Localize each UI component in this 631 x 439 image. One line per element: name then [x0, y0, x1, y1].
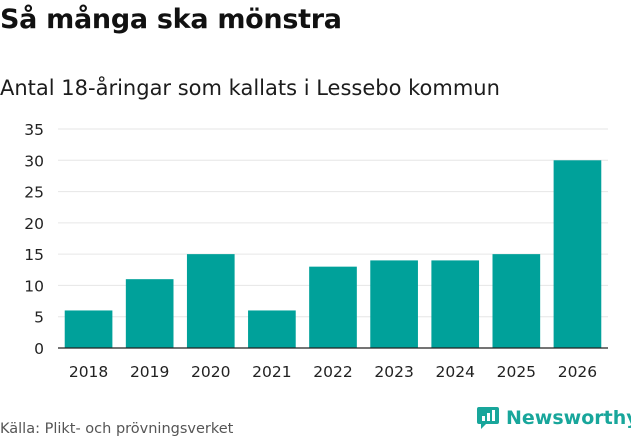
bar-2024 [431, 260, 480, 348]
newsworthy-logo-text: Newsworthy [506, 407, 631, 429]
y-tick-label: 20 [24, 215, 44, 233]
y-tick-label: 0 [34, 340, 44, 358]
x-tick-label: 2023 [374, 363, 413, 381]
bar-2022 [309, 266, 357, 348]
y-tick-label: 15 [24, 246, 44, 264]
x-tick-label: 2022 [313, 363, 352, 381]
bar-2019 [125, 279, 174, 348]
y-tick-label: 5 [34, 309, 44, 327]
newsworthy-logo: Newsworthy [475, 406, 631, 430]
x-tick-label: 2021 [252, 363, 291, 381]
newsworthy-logo-icon [477, 407, 499, 429]
x-tick-label: 2018 [69, 363, 108, 381]
y-tick-label: 35 [24, 121, 44, 139]
bar-2026 [553, 160, 602, 348]
x-tick-label: 2019 [130, 363, 169, 381]
bar-2021 [248, 310, 296, 348]
bar-2020 [186, 254, 235, 348]
x-tick-label: 2024 [435, 363, 474, 381]
x-tick-label: 2025 [497, 363, 536, 381]
x-tick-label: 2026 [558, 363, 597, 381]
x-tick-label: 2020 [191, 363, 230, 381]
chart-subtitle: Antal 18-åringar som kallats i Lessebo k… [0, 76, 500, 100]
y-tick-label: 30 [24, 152, 44, 170]
chart-title: Så många ska mönstra [0, 4, 342, 35]
bar-2018 [64, 310, 113, 348]
source-note: Källa: Plikt- och prövningsverket [0, 421, 234, 437]
y-tick-label: 25 [24, 184, 44, 202]
bar-2023 [370, 260, 418, 348]
y-tick-label: 10 [24, 277, 44, 295]
bar-2025 [492, 254, 541, 348]
